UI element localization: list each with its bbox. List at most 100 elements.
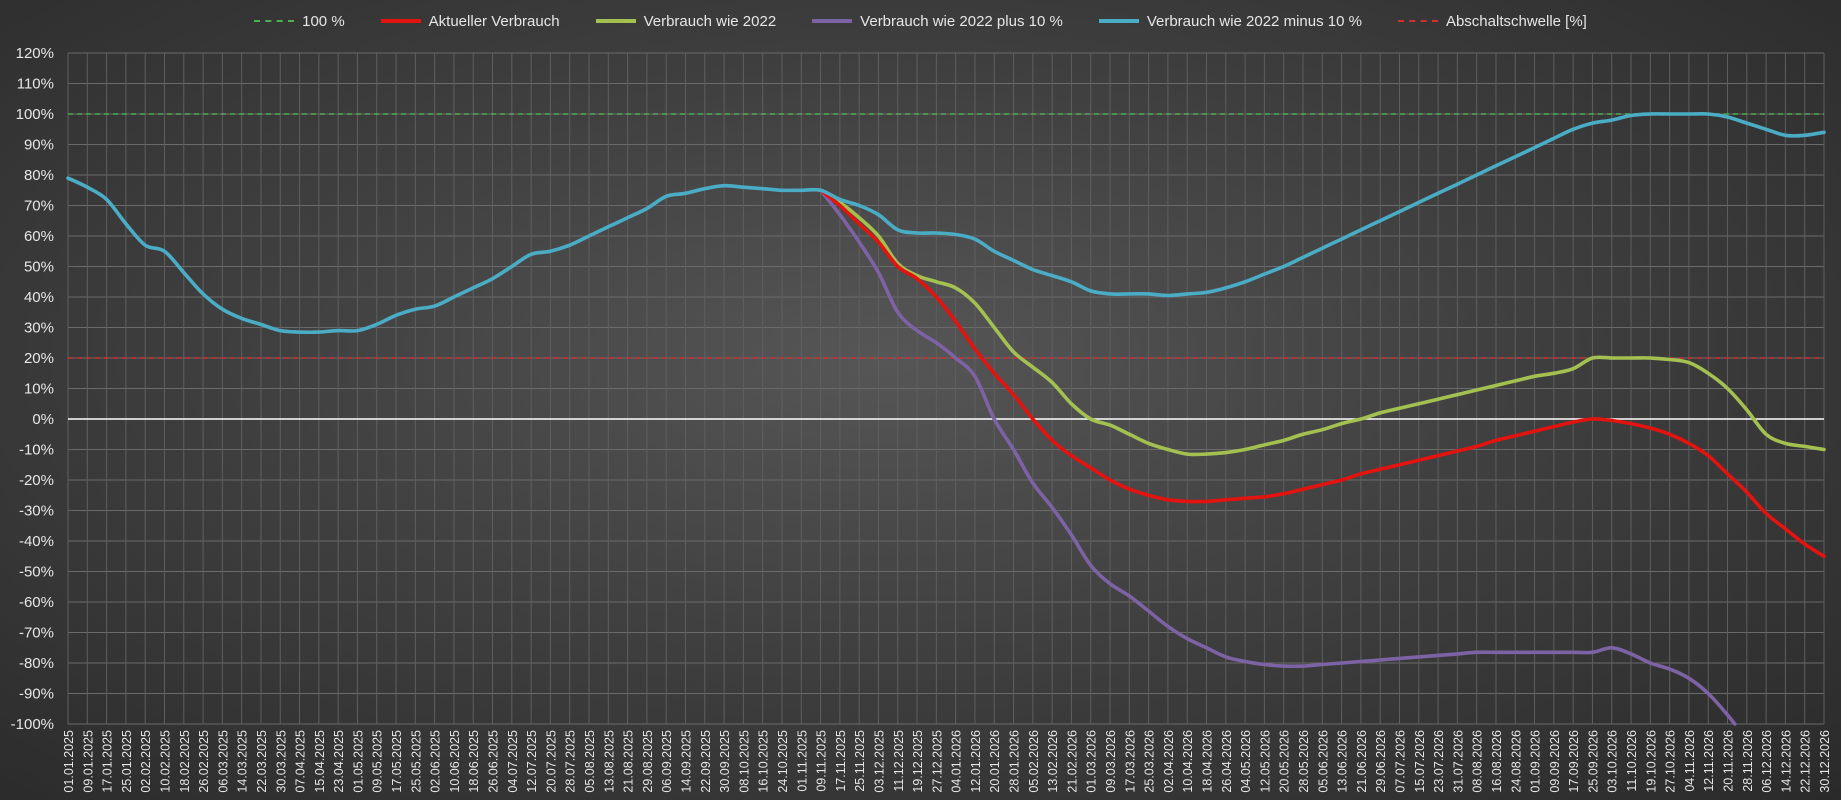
x-tick-label: 12.01.2026 bbox=[969, 730, 983, 793]
x-tick-label: 14.09.2025 bbox=[679, 730, 693, 793]
y-tick-label: 20% bbox=[24, 350, 54, 367]
x-tick-label: 28.07.2025 bbox=[564, 730, 578, 793]
y-tick-label: 100% bbox=[16, 106, 54, 123]
y-tick-label: 30% bbox=[24, 320, 54, 337]
x-tick-label: 23.04.2025 bbox=[332, 730, 346, 793]
y-tick-label: 110% bbox=[17, 76, 54, 93]
x-tick-label: 12.07.2025 bbox=[525, 730, 539, 793]
y-tick-label: -70% bbox=[19, 625, 54, 642]
y-tick-label: 40% bbox=[24, 289, 54, 306]
x-tick-label: 04.07.2025 bbox=[506, 730, 520, 793]
x-tick-label: 16.08.2026 bbox=[1490, 730, 1504, 793]
x-tick-label: 26.06.2025 bbox=[487, 730, 501, 793]
y-tick-label: -30% bbox=[19, 503, 54, 520]
x-tick-label: 01.09.2026 bbox=[1529, 730, 1543, 793]
x-tick-label: 17.01.2025 bbox=[101, 730, 115, 793]
x-tick-label: 04.05.2026 bbox=[1239, 730, 1253, 793]
y-tick-label: 120% bbox=[16, 45, 54, 62]
legend-label: Aktueller Verbrauch bbox=[428, 12, 560, 30]
x-tick-label: 04.11.2026 bbox=[1683, 730, 1697, 792]
series-line-aktueller-verbrauch bbox=[818, 188, 1826, 559]
solid-line-icon bbox=[380, 19, 421, 23]
x-tick-label: 21.02.2026 bbox=[1065, 730, 1079, 793]
x-tick-label: 02.04.2026 bbox=[1162, 730, 1176, 793]
x-tick-label: 08.10.2025 bbox=[737, 730, 751, 793]
x-tick-label: 11.10.2026 bbox=[1625, 730, 1639, 792]
x-tick-label: 01.01.2025 bbox=[62, 730, 76, 793]
x-tick-label: 15.07.2026 bbox=[1413, 730, 1427, 793]
x-tick-label: 28.05.2026 bbox=[1297, 730, 1311, 793]
x-tick-label: 02.02.2025 bbox=[139, 730, 153, 793]
x-tick-label: 17.05.2025 bbox=[390, 730, 404, 793]
y-tick-label: -10% bbox=[19, 442, 54, 459]
y-tick-label: -90% bbox=[19, 686, 54, 703]
y-tick-label: -20% bbox=[19, 472, 54, 489]
gridlines bbox=[67, 52, 1825, 725]
x-tick-label: 28.01.2026 bbox=[1008, 730, 1022, 793]
x-tick-label: 09.01.2025 bbox=[81, 730, 95, 793]
x-tick-label: 18.02.2025 bbox=[178, 730, 192, 793]
x-tick-label: 25.01.2025 bbox=[120, 730, 134, 793]
legend-label: Verbrauch wie 2022 plus 10 % bbox=[860, 12, 1063, 30]
x-tick-label: 09.09.2026 bbox=[1548, 730, 1562, 793]
series-line-verbrauch-2022-minus-10 bbox=[66, 111, 1826, 335]
legend-label: 100 % bbox=[302, 12, 345, 30]
x-tick-label: 29.08.2025 bbox=[641, 730, 655, 793]
x-tick-label: 15.04.2025 bbox=[313, 730, 327, 793]
y-tick-label: -100% bbox=[11, 716, 54, 733]
x-tick-label: 07.04.2025 bbox=[294, 730, 308, 793]
x-tick-label: 20.11.2026 bbox=[1722, 730, 1736, 792]
x-tick-label: 20.05.2026 bbox=[1278, 730, 1292, 793]
x-tick-label: 30.09.2025 bbox=[718, 730, 732, 793]
y-tick-label: 80% bbox=[24, 167, 54, 184]
x-tick-label: 26.02.2025 bbox=[197, 730, 211, 793]
x-tick-label: 18.06.2025 bbox=[467, 730, 481, 793]
x-tick-label: 10.06.2025 bbox=[448, 730, 462, 793]
legend-item: 100 % bbox=[254, 13, 345, 30]
x-tick-label: 30.12.2026 bbox=[1818, 730, 1832, 793]
x-tick-label: 25.09.2026 bbox=[1586, 730, 1600, 793]
x-tick-label: 09.11.2025 bbox=[815, 730, 829, 792]
y-tick-label: -60% bbox=[19, 594, 54, 611]
solid-line-icon bbox=[595, 19, 636, 23]
y-tick-label: 70% bbox=[24, 198, 54, 215]
legend-item: Abschaltschwelle [%] bbox=[1397, 13, 1587, 30]
x-tick-label: 31.07.2026 bbox=[1451, 730, 1465, 793]
y-tick-label: 10% bbox=[24, 381, 54, 398]
legend-item: Verbrauch wie 2022 bbox=[595, 13, 776, 30]
series-line-verbrauch-2022-plus-10 bbox=[818, 188, 1737, 726]
x-tick-label: 17.09.2026 bbox=[1567, 730, 1581, 793]
y-tick-label: 60% bbox=[24, 228, 54, 245]
x-tick-label: 16.10.2025 bbox=[757, 730, 771, 793]
legend-label: Verbrauch wie 2022 minus 10 % bbox=[1146, 12, 1362, 30]
solid-line-icon bbox=[1098, 19, 1139, 23]
dashed-line-icon bbox=[254, 20, 295, 22]
x-tick-label: 02.06.2025 bbox=[429, 730, 443, 793]
x-tick-label: 09.03.2026 bbox=[1104, 730, 1118, 793]
y-tick-label: 50% bbox=[24, 259, 54, 276]
x-tick-label: 06.12.2026 bbox=[1760, 730, 1774, 793]
x-tick-label: 01.05.2025 bbox=[351, 730, 365, 793]
x-tick-label: 24.08.2026 bbox=[1509, 730, 1523, 793]
x-tick-label: 01.03.2026 bbox=[1085, 730, 1099, 793]
x-tick-label: 26.04.2026 bbox=[1220, 730, 1234, 793]
series-line-verbrauch-2022 bbox=[818, 188, 1826, 457]
x-tick-label: 25.05.2025 bbox=[409, 730, 423, 793]
chart-legend: 100 % Aktueller Verbrauch Verbrauch wie 20… bbox=[0, 8, 1841, 34]
x-tick-label: 10.02.2025 bbox=[158, 730, 172, 793]
x-tick-label: 14.03.2025 bbox=[236, 730, 250, 793]
x-tick-label: 22.12.2026 bbox=[1799, 730, 1813, 793]
y-tick-label: -40% bbox=[19, 533, 54, 550]
x-tick-label: 12.05.2026 bbox=[1258, 730, 1272, 793]
dashed-line-icon bbox=[1397, 20, 1438, 22]
x-tick-label: 18.04.2026 bbox=[1201, 730, 1215, 793]
x-tick-label: 22.09.2025 bbox=[699, 730, 713, 793]
x-tick-label: 22.03.2025 bbox=[255, 730, 269, 793]
x-tick-label: 30.03.2025 bbox=[274, 730, 288, 793]
x-tick-label: 13.08.2025 bbox=[602, 730, 616, 793]
x-tick-label: 13.02.2026 bbox=[1046, 730, 1060, 793]
x-tick-label: 28.11.2026 bbox=[1741, 730, 1755, 792]
x-tick-label: 12.11.2026 bbox=[1702, 730, 1716, 792]
x-tick-label: 27.12.2025 bbox=[930, 730, 944, 793]
